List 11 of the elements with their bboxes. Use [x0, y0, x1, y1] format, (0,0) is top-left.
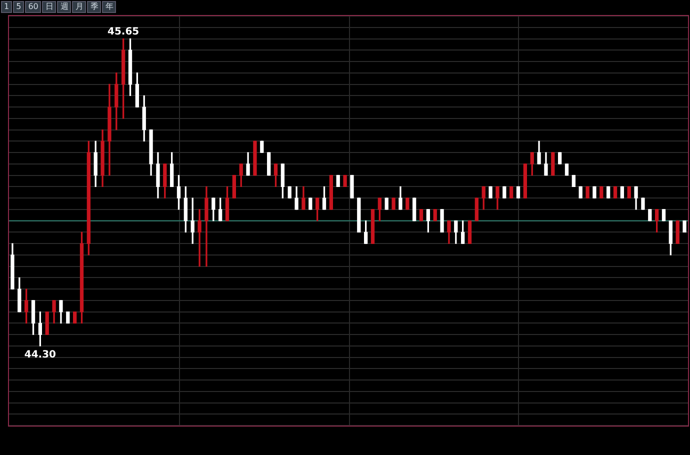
text: 1: [1, 1, 12, 13]
text: 60: [25, 1, 42, 13]
text: 5: [13, 1, 24, 13]
annotation: 44.30: [24, 350, 56, 361]
text: 日: [42, 1, 56, 13]
text: 週: [57, 1, 72, 13]
text: 月: [72, 1, 86, 13]
annotation: 45.65: [108, 26, 140, 38]
text: 年: [102, 1, 116, 13]
text: 季: [87, 1, 102, 13]
candlestick: [198, 209, 202, 267]
